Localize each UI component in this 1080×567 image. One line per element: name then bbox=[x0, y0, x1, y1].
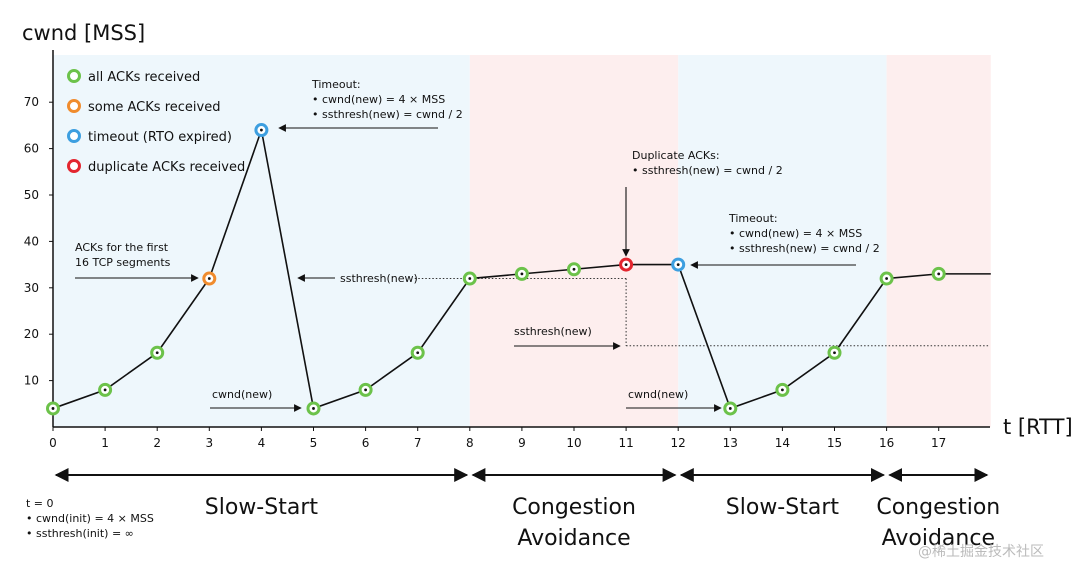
annotation-cwnd-new-2: cwnd(new) bbox=[628, 388, 688, 401]
initial-conditions: t = 0 • cwnd(init) = 4 × MSS • ssthresh(in… bbox=[26, 497, 154, 540]
legend-marker-all bbox=[67, 69, 81, 83]
x-tick-label: 11 bbox=[618, 436, 633, 450]
x-tick-label: 5 bbox=[310, 436, 318, 450]
x-tick-label: 14 bbox=[775, 436, 790, 450]
data-point-center bbox=[260, 128, 263, 132]
phase-label-3: Avoidance bbox=[882, 526, 995, 551]
y-tick-label: 40 bbox=[24, 234, 39, 248]
annotation-timeout-2: • ssthresh(new) = cwnd / 2 bbox=[729, 242, 880, 255]
x-tick-label: 4 bbox=[258, 436, 266, 450]
annotation-timeout-1: • ssthresh(new) = cwnd / 2 bbox=[312, 108, 463, 121]
annotations: Timeout: • cwnd(new) = 4 × MSS • ssthresh(… bbox=[75, 78, 880, 412]
legend-marker-timeout bbox=[67, 129, 81, 143]
data-point-center bbox=[937, 272, 941, 276]
x-tick-label: 6 bbox=[362, 436, 370, 450]
data-point-center bbox=[781, 388, 784, 392]
annotation-timeout-1: • cwnd(new) = 4 × MSS bbox=[312, 93, 445, 106]
x-tick-label: 10 bbox=[566, 436, 581, 450]
y-tick-label: 30 bbox=[24, 281, 39, 295]
x-tick-label: 3 bbox=[205, 436, 213, 450]
x-tick-label: 15 bbox=[827, 436, 842, 450]
x-tick-label: 16 bbox=[879, 436, 894, 450]
data-point-center bbox=[624, 263, 628, 266]
annotation-duplicate-acks: • ssthresh(new) = cwnd / 2 bbox=[632, 164, 783, 177]
data-point-center bbox=[364, 388, 367, 392]
annotation-timeout-1: Timeout: bbox=[311, 78, 361, 91]
x-tick-label: 7 bbox=[414, 436, 422, 450]
x-tick-label: 12 bbox=[671, 436, 686, 450]
data-point-center bbox=[728, 407, 732, 410]
y-tick-label: 50 bbox=[24, 188, 39, 202]
phase-label-0: Slow-Start bbox=[205, 495, 319, 520]
annotation-ssthresh-2: ssthresh(new) bbox=[514, 325, 592, 338]
initial-condition-line: t = 0 bbox=[26, 497, 54, 510]
data-point-center bbox=[103, 388, 107, 392]
y-axis-label: cwnd [MSS] bbox=[22, 21, 145, 45]
legend: all ACKs received some ACKs received timeo… bbox=[67, 69, 245, 175]
initial-condition-line: • ssthresh(init) = ∞ bbox=[26, 527, 134, 540]
data-point-center bbox=[51, 407, 55, 410]
annotation-duplicate-acks: Duplicate ACKs: bbox=[632, 149, 720, 162]
annotation-first-16-acks: 16 TCP segments bbox=[75, 256, 171, 269]
phase-label-1: Congestion bbox=[512, 495, 636, 520]
legend-marker-some bbox=[67, 99, 81, 113]
data-point-center bbox=[572, 267, 576, 271]
phase-band-3 bbox=[886, 55, 991, 427]
y-tick-label: 20 bbox=[24, 327, 39, 341]
y-tick-label: 60 bbox=[24, 142, 39, 156]
phase-bands bbox=[53, 55, 991, 427]
annotation-first-16-acks: ACKs for the first bbox=[75, 241, 169, 254]
x-tick-label: 13 bbox=[723, 436, 738, 450]
y-ticks: 10 20 30 40 50 60 70 bbox=[24, 95, 53, 388]
data-point-center bbox=[885, 277, 888, 280]
phase-label-1: Avoidance bbox=[517, 526, 630, 551]
x-tick-label: 1 bbox=[101, 436, 109, 450]
data-point-center bbox=[676, 263, 680, 266]
data-point-center bbox=[416, 351, 420, 355]
y-tick-label: 70 bbox=[24, 95, 39, 109]
phase-band-1 bbox=[469, 55, 679, 427]
data-points bbox=[46, 123, 946, 416]
legend-label-dup: duplicate ACKs received bbox=[88, 160, 245, 175]
initial-condition-line: • cwnd(init) = 4 × MSS bbox=[26, 512, 154, 525]
x-ticks: 0 1 2 3 4 5 6 7 8 9 10 11 12 13 14 15 16 17 bbox=[49, 427, 946, 450]
x-tick-label: 9 bbox=[518, 436, 526, 450]
annotation-timeout-2: Timeout: bbox=[728, 212, 778, 225]
x-tick-label: 2 bbox=[153, 436, 161, 450]
legend-label-timeout: timeout (RTO expired) bbox=[88, 130, 232, 145]
phase-band-2 bbox=[678, 55, 887, 427]
phase-labels: Slow-Start Congestion Avoidance Slow-Start C… bbox=[54, 468, 1000, 551]
annotation-ssthresh-1: ssthresh(new) bbox=[340, 272, 418, 285]
annotation-timeout-2: • cwnd(new) = 4 × MSS bbox=[729, 227, 862, 240]
legend-label-all: all ACKs received bbox=[88, 70, 200, 85]
data-point-center bbox=[833, 351, 836, 355]
y-tick-label: 10 bbox=[24, 374, 39, 388]
data-point-center bbox=[520, 272, 524, 276]
x-tick-label: 0 bbox=[49, 436, 57, 450]
x-tick-label: 8 bbox=[466, 436, 474, 450]
data-point-center bbox=[312, 407, 315, 410]
x-axis-label: t [RTT] bbox=[1003, 415, 1073, 439]
data-point-center bbox=[207, 277, 211, 280]
annotation-cwnd-new-1: cwnd(new) bbox=[212, 388, 272, 401]
phase-label-2: Slow-Start bbox=[726, 495, 840, 520]
data-point-center bbox=[468, 277, 472, 280]
legend-marker-dup bbox=[67, 159, 81, 173]
data-point-center bbox=[155, 351, 159, 355]
phase-label-3: Congestion bbox=[876, 495, 1000, 520]
watermark: @稀土掘金技术社区 bbox=[918, 544, 1044, 560]
legend-label-some: some ACKs received bbox=[88, 100, 220, 115]
x-tick-label: 17 bbox=[931, 436, 946, 450]
